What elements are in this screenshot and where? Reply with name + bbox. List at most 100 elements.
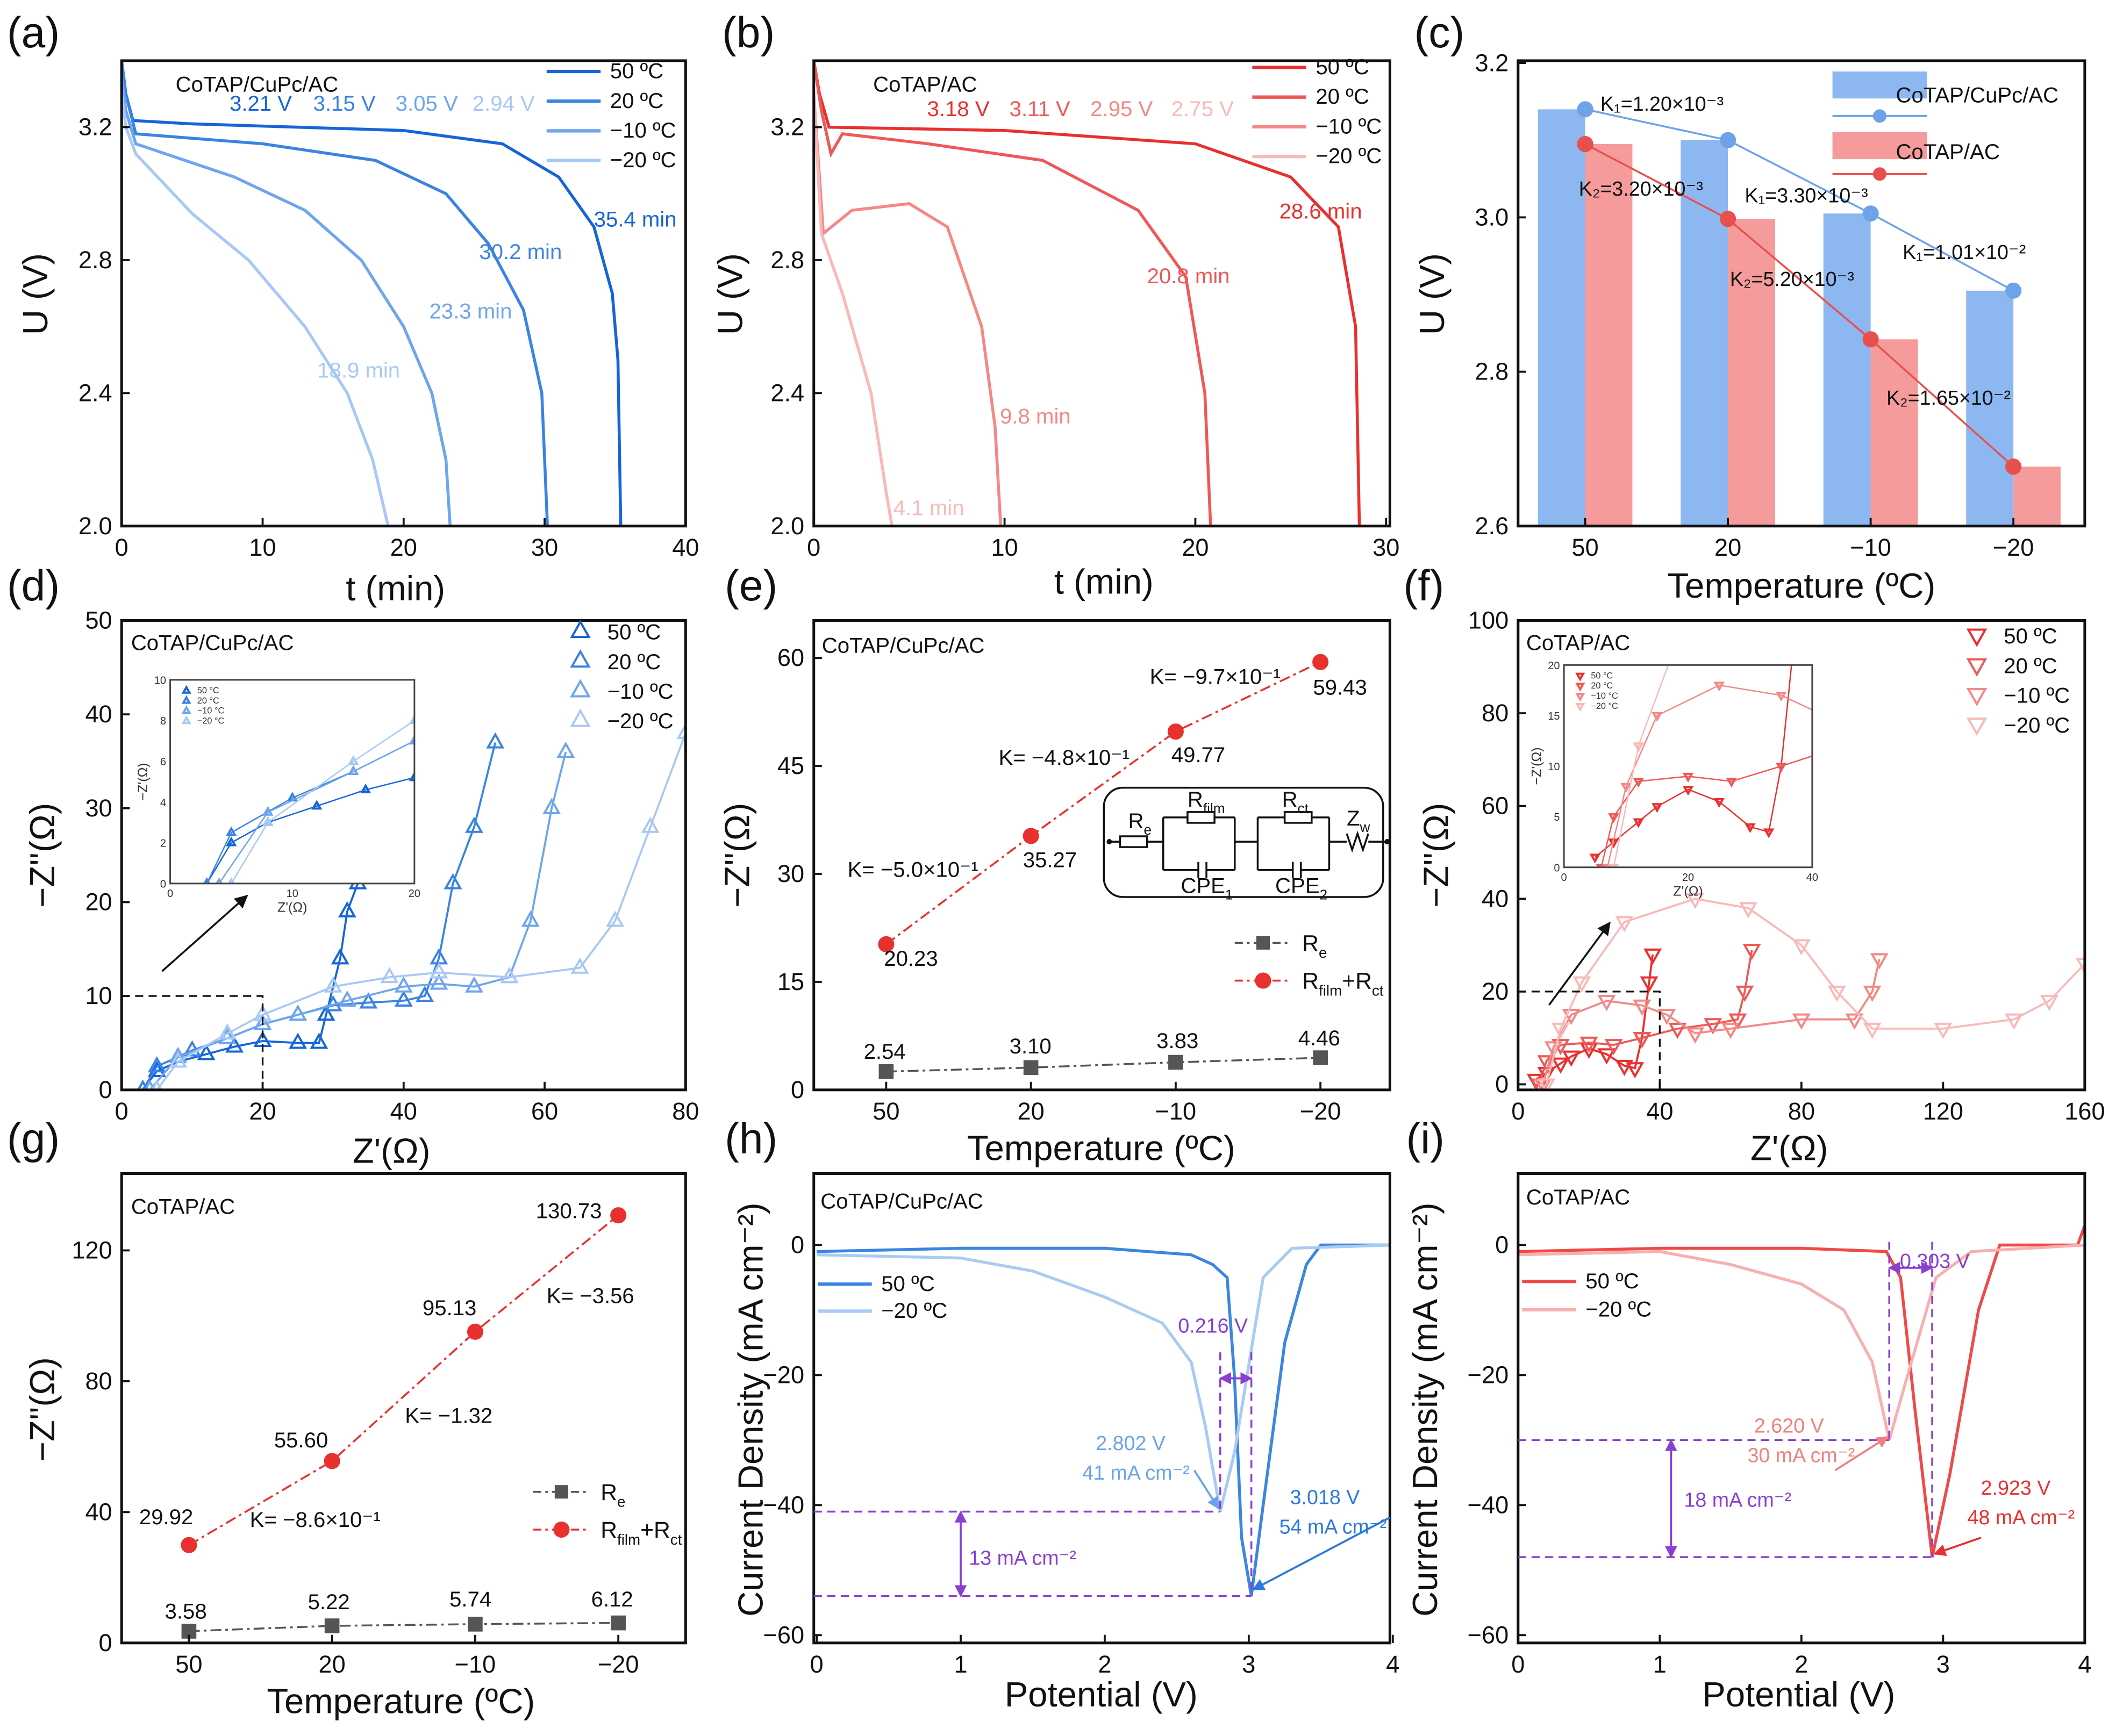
annotations: K₁=1.20×10⁻³ K₂=3.20×10⁻³ K₁=3.30×10⁻³ K₁=1… (1579, 92, 2026, 409)
inset-marker (1682, 772, 1694, 783)
resistor-icon (1186, 811, 1216, 824)
inset-marker (1652, 712, 1663, 722)
plot-frame (812, 1172, 1391, 1645)
circuit-element-label-part: 1 (1225, 886, 1233, 902)
data-point (2005, 282, 2022, 299)
y-tick-label: −40 (1468, 1491, 1509, 1518)
inset-marker (1589, 853, 1601, 864)
inset-marker (1726, 778, 1738, 788)
y-tick-label: 2.8 (770, 246, 804, 274)
y-tick-label: 0 (99, 1629, 112, 1656)
circuit-element-label-part: w (1360, 819, 1370, 835)
x-axis-label: Temperature (ºC) (967, 1128, 1235, 1167)
inset-y-label: −Z'(Ω) (135, 763, 151, 800)
y-tick-label: 3.2 (78, 113, 112, 141)
inset-y-tick-label: 10 (154, 675, 166, 686)
series-line (817, 1243, 1390, 1597)
bar (1870, 339, 1918, 526)
data-point-marker (676, 722, 686, 740)
circuit-element-label-part: 2 (1320, 886, 1328, 902)
legend-label-part: R (1302, 969, 1319, 994)
pointer-arrow (1193, 1469, 1220, 1510)
inset-legend-marker-icon (181, 715, 191, 724)
plot-frame (1517, 59, 2086, 528)
panel-letter: (i) (1406, 1115, 1445, 1163)
y-tick-label: 40 (85, 1498, 112, 1525)
x-tick-label: 1 (954, 1651, 967, 1678)
x-axis-label: Z'(Ω) (1750, 1128, 1828, 1167)
data-point (1577, 135, 1593, 153)
x-tick-label: 20 (1182, 534, 1209, 561)
inset-marker (409, 714, 414, 724)
x-tick-label: 20 (1018, 1097, 1045, 1125)
data-point-marker (1615, 916, 1634, 932)
x-tick-label: 160 (2064, 1097, 2105, 1125)
annotation-label: 48 mA cm⁻² (1968, 1506, 2075, 1529)
series-line (1585, 108, 2014, 292)
y-tick-label: 0 (1495, 1231, 1509, 1259)
data-point-marker (1792, 939, 1811, 956)
y-tick-label: 30 (777, 860, 804, 887)
annotation-label: 49.77 (1171, 743, 1225, 767)
circuit-element-label: Re (1128, 809, 1152, 838)
y-tick-label: 0 (791, 1231, 804, 1259)
inset-marker (1596, 864, 1607, 867)
panel-e: (e) CoTAP/CuPc/AC 50 20 −10 −20 0 15 30 45 60 Tempe… (717, 562, 1391, 1167)
y-tick-label: −20 (763, 1361, 805, 1389)
annotation-label: 5.22 (308, 1590, 350, 1614)
x-axis-label: Potential (V) (1702, 1675, 1895, 1714)
x-axis-label: t (min) (1054, 562, 1154, 601)
data-point-marker (338, 990, 356, 1007)
legend-label: 20 ºC (1316, 84, 1369, 109)
plot-area (813, 60, 1361, 526)
x-tick-label: 30 (531, 534, 558, 561)
y-tick-label: 15 (777, 968, 804, 995)
plot-area (1538, 101, 2061, 526)
annotation-label: K= −9.7×10⁻¹ (1150, 664, 1281, 688)
annotation-label: K= −5.0×10⁻¹ (847, 857, 978, 881)
plot-area (817, 1243, 1390, 1597)
inset-legend-label: −10 °C (1591, 691, 1618, 701)
plot-area (1518, 1225, 2085, 1558)
inset-y-tick-label: 10 (1548, 761, 1560, 773)
data-point-marker (317, 1004, 335, 1021)
data-point-marker (1934, 1022, 1953, 1039)
plot-area (181, 1207, 627, 1639)
data-point-marker (394, 990, 413, 1007)
legend: 50 ºC −20 ºC (1522, 1269, 1652, 1321)
panel-title: CoTAP/AC (131, 1195, 235, 1219)
x-tick-label: 4 (1386, 1651, 1399, 1678)
y-tick-label: 2.4 (78, 379, 112, 406)
inset-y-tick-label: 20 (1548, 660, 1560, 672)
annotation-label: K= −8.6×10⁻¹ (250, 1508, 381, 1532)
y-tick-label: 0 (1495, 1071, 1509, 1098)
annotation-label: 30.2 min (479, 240, 562, 264)
data-point-marker (570, 957, 589, 974)
series-line (817, 1243, 1390, 1512)
panel-title: CoTAP/CuPc/AC (176, 73, 339, 97)
x-axis-label: Z'(Ω) (353, 1131, 431, 1170)
data-point-marker (324, 976, 342, 993)
bar (1681, 140, 1728, 526)
x-tick-label: 10 (991, 534, 1018, 561)
plot-frame (812, 619, 1391, 1092)
inset-background (170, 679, 414, 884)
y-axis-label: Current Density (mA cm⁻²) (1405, 1202, 1445, 1616)
data-point-marker (151, 1079, 163, 1090)
annotation-label: 3.21 V (230, 91, 292, 116)
panel-c: (c) 50 20 −10 −20 2.6 2.8 3.0 3.2 Temperature (ºC… (1412, 9, 2086, 605)
data-point-marker (1739, 902, 1758, 919)
annotations: 20.23 35.27 49.77 59.43 K= −5.0×10⁻¹ K= −4.8×… (847, 664, 1367, 1064)
data-point-marker (2075, 958, 2085, 974)
x-axis-label: Potential (V) (1005, 1675, 1198, 1714)
panel-b: (b) CoTAP/AC 0 10 20 30 2.0 2.4 2.8 3.2 t (min) U (… (711, 9, 1400, 601)
y-tick-label: 2.6 (1475, 512, 1509, 540)
annotation-label: 59.43 (1313, 676, 1367, 700)
x-tick-label: 60 (531, 1097, 558, 1125)
x-tick-label: −20 (1993, 534, 2034, 561)
annotation-label: 35.4 min (594, 207, 677, 232)
legend-marker-icon (570, 649, 591, 668)
